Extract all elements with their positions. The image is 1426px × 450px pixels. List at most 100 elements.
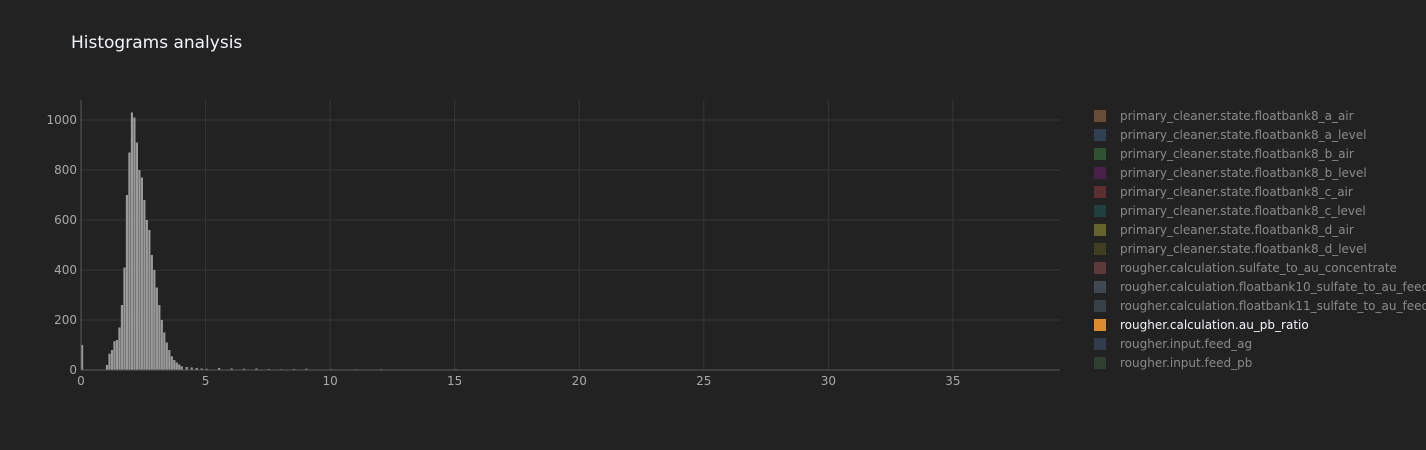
histogram-bar[interactable] xyxy=(138,170,141,370)
legend-swatch xyxy=(1094,318,1106,331)
histogram-bar[interactable] xyxy=(120,305,124,370)
histogram-bar[interactable] xyxy=(218,368,221,370)
legend-label: primary_cleaner.state.floatbank8_b_air xyxy=(1120,146,1354,161)
legend-swatch xyxy=(1094,280,1106,293)
legend-item[interactable]: rougher.input.feed_pb xyxy=(1094,353,1426,372)
histogram-bar[interactable] xyxy=(110,350,114,370)
legend-swatch xyxy=(1094,166,1106,179)
histogram-bar[interactable] xyxy=(130,112,134,371)
y-tick-label: 200 xyxy=(54,313,77,327)
histogram-bar[interactable] xyxy=(242,368,246,370)
legend-item[interactable]: primary_cleaner.state.floatbank8_b_air xyxy=(1094,144,1426,163)
legend-item[interactable]: rougher.input.feed_ag xyxy=(1094,334,1426,353)
histogram-bar[interactable] xyxy=(230,368,233,371)
legend-swatch xyxy=(1094,337,1106,350)
legend-label: primary_cleaner.state.floatbank8_c_air xyxy=(1120,184,1353,199)
histogram-bar[interactable] xyxy=(81,345,84,370)
histogram-bar[interactable] xyxy=(143,200,146,370)
legend-item[interactable]: rougher.calculation.sulfate_to_au_concen… xyxy=(1094,258,1426,277)
x-tick-label: 5 xyxy=(202,374,210,388)
histogram-bar[interactable] xyxy=(165,342,168,371)
histogram-bar[interactable] xyxy=(145,220,148,370)
legend-item[interactable]: rougher.calculation.au_pb_ratio xyxy=(1094,315,1426,334)
histogram-bar[interactable] xyxy=(180,366,183,370)
x-tick-label: 0 xyxy=(77,374,85,388)
histogram-bar[interactable] xyxy=(140,177,143,371)
histogram-bar[interactable] xyxy=(185,367,188,370)
x-tick-label: 10 xyxy=(322,374,337,388)
histogram-bar[interactable] xyxy=(150,255,153,370)
legend-item[interactable]: rougher.calculation.floatbank10_sulfate_… xyxy=(1094,277,1426,296)
histogram-bar[interactable] xyxy=(200,368,203,371)
y-tick-label: 1000 xyxy=(46,113,77,127)
x-tick-label: 35 xyxy=(945,374,960,388)
x-tick-label: 20 xyxy=(572,374,587,388)
histogram-bar[interactable] xyxy=(178,364,181,371)
histogram-bar[interactable] xyxy=(133,117,136,371)
legend-swatch xyxy=(1094,242,1106,255)
y-tick-label: 600 xyxy=(54,213,77,227)
legend-label: primary_cleaner.state.floatbank8_a_air xyxy=(1120,108,1354,123)
legend-item[interactable]: primary_cleaner.state.floatbank8_b_level xyxy=(1094,163,1426,182)
legend-swatch xyxy=(1094,223,1106,236)
histogram-bar[interactable] xyxy=(173,360,176,370)
histogram-bar[interactable] xyxy=(205,368,208,370)
histogram-bar[interactable] xyxy=(153,270,156,370)
histogram-bar[interactable] xyxy=(115,340,119,370)
legend-label: primary_cleaner.state.floatbank8_c_level xyxy=(1120,203,1366,218)
histogram-bar[interactable] xyxy=(170,356,173,370)
legend-label: rougher.input.feed_ag xyxy=(1120,336,1253,351)
x-tick-label: 30 xyxy=(821,374,836,388)
legend-item[interactable]: primary_cleaner.state.floatbank8_d_level xyxy=(1094,239,1426,258)
histogram-bar[interactable] xyxy=(123,267,126,371)
legend-label: primary_cleaner.state.floatbank8_d_air xyxy=(1120,222,1354,237)
histogram-bar[interactable] xyxy=(108,353,111,370)
legend-label: rougher.input.feed_pb xyxy=(1120,355,1253,370)
legend-swatch xyxy=(1094,299,1106,312)
histogram-bar[interactable] xyxy=(128,152,131,371)
legend-label: rougher.calculation.au_pb_ratio xyxy=(1120,317,1309,332)
legend-swatch xyxy=(1094,185,1106,198)
legend-label: primary_cleaner.state.floatbank8_d_level xyxy=(1120,241,1367,256)
histogram-bar[interactable] xyxy=(135,142,138,371)
histogram-bar[interactable] xyxy=(255,368,258,371)
legend-item[interactable]: primary_cleaner.state.floatbank8_d_air xyxy=(1094,220,1426,239)
chart-title: Histograms analysis xyxy=(71,33,243,53)
histogram-bar[interactable] xyxy=(195,368,198,370)
x-tick-label: 25 xyxy=(696,374,711,388)
legend-item[interactable]: primary_cleaner.state.floatbank8_a_air xyxy=(1094,106,1426,125)
histogram-bar[interactable] xyxy=(168,350,171,370)
histogram-bar[interactable] xyxy=(305,368,308,370)
histogram-plot[interactable]: 0 5 10 15 20 25 30 35 0 200 400 600 800 1000 xyxy=(0,0,1070,450)
legend-swatch xyxy=(1094,128,1106,141)
legend-label: rougher.calculation.floatbank11_sulfate_… xyxy=(1120,298,1426,313)
legend-swatch xyxy=(1094,204,1106,217)
histogram-bar[interactable] xyxy=(158,305,161,370)
legend-item[interactable]: primary_cleaner.state.floatbank8_a_level xyxy=(1094,125,1426,144)
histogram-bar[interactable] xyxy=(155,287,158,371)
legend-label: rougher.calculation.floatbank10_sulfate_… xyxy=(1120,279,1426,294)
x-tick-label: 15 xyxy=(447,374,462,388)
histogram-bar[interactable] xyxy=(125,195,129,370)
histogram-bar[interactable] xyxy=(160,320,163,370)
y-tick-label: 400 xyxy=(54,263,77,277)
y-tick-label: 800 xyxy=(54,163,77,177)
legend-swatch xyxy=(1094,109,1106,122)
histogram-bar[interactable] xyxy=(163,332,166,371)
histogram-bar[interactable] xyxy=(118,327,121,371)
legend-swatch xyxy=(1094,356,1106,369)
histogram-bar[interactable] xyxy=(148,230,151,370)
legend-swatch xyxy=(1094,147,1106,160)
legend-swatch xyxy=(1094,261,1106,274)
y-tick-label: 0 xyxy=(69,363,77,377)
histogram-bar[interactable] xyxy=(175,362,178,371)
legend-item[interactable]: rougher.calculation.floatbank11_sulfate_… xyxy=(1094,296,1426,315)
histogram-bar[interactable] xyxy=(105,365,109,370)
legend-item[interactable]: primary_cleaner.state.floatbank8_c_air xyxy=(1094,182,1426,201)
legend-label: rougher.calculation.sulfate_to_au_concen… xyxy=(1120,260,1397,275)
legend-item[interactable]: primary_cleaner.state.floatbank8_c_level xyxy=(1094,201,1426,220)
histogram-bar[interactable] xyxy=(190,367,193,371)
histogram-bar[interactable] xyxy=(113,341,116,370)
legend-label: primary_cleaner.state.floatbank8_a_level xyxy=(1120,127,1367,142)
